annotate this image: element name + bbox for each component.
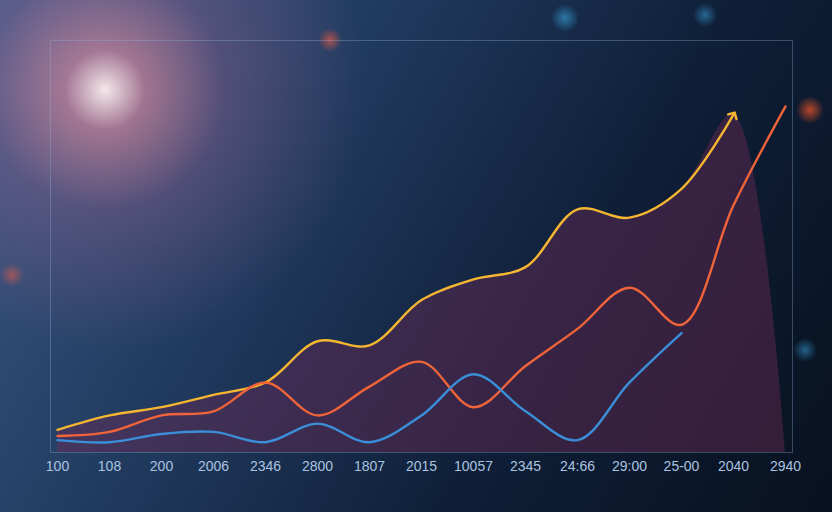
svg-text:2940: 2940 [770, 458, 801, 474]
svg-text:108: 108 [98, 458, 122, 474]
svg-text:2346: 2346 [250, 458, 281, 474]
svg-text:10057: 10057 [454, 458, 493, 474]
svg-text:1807: 1807 [354, 458, 385, 474]
svg-text:2800: 2800 [302, 458, 333, 474]
svg-text:2345: 2345 [510, 458, 541, 474]
svg-text:2015: 2015 [406, 458, 437, 474]
svg-text:2040: 2040 [718, 458, 749, 474]
svg-text:2006: 2006 [198, 458, 229, 474]
svg-text:29:00: 29:00 [612, 458, 647, 474]
svg-text:200: 200 [150, 458, 174, 474]
svg-text:100: 100 [46, 458, 70, 474]
svg-text:25-00: 25-00 [664, 458, 700, 474]
svg-text:24:66: 24:66 [560, 458, 595, 474]
